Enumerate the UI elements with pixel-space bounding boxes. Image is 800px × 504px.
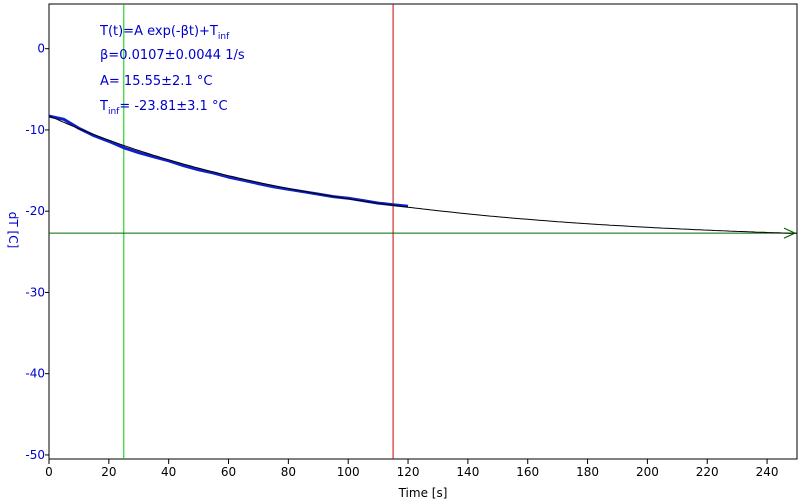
tinf-sub: inf: [108, 107, 120, 117]
beta-value: β=0.0107±0.0044 1/s: [100, 48, 245, 63]
x-tick-label: 0: [45, 465, 53, 479]
measured-series-line: [48, 114, 409, 208]
y-tick-label: 0: [37, 42, 45, 56]
y-tick-label: -10: [25, 123, 45, 137]
x-tick-label: 200: [636, 465, 659, 479]
fit-series-line: [48, 115, 798, 234]
amplitude-value: A= 15.55±2.1 °C: [100, 74, 212, 89]
y-tick-label: -40: [25, 367, 45, 381]
arrow-icon: [783, 227, 797, 239]
fit-annotation: T(t)=A exp(-βt)+Tinf β=0.0107±0.0044 1/s…: [99, 24, 245, 117]
x-tick-label: 80: [281, 465, 296, 479]
x-tick-label: 180: [576, 465, 599, 479]
x-tick-label: 100: [337, 465, 360, 479]
y-tick-label: -30: [25, 285, 45, 299]
model-formula: T(t)=A exp(-βt)+Tinf: [99, 24, 230, 42]
x-tick-label: 60: [221, 465, 236, 479]
series-group: [48, 114, 798, 239]
x-tick-label: 240: [756, 465, 779, 479]
x-tick-label: 20: [101, 465, 116, 479]
y-axis: 0 -10 -20 -30 -40 -50: [25, 42, 49, 462]
tinf-value: Tinf= -23.81±3.1 °C: [99, 99, 228, 117]
x-tick-label: 220: [696, 465, 719, 479]
tinf-prefix: T: [99, 99, 108, 114]
y-tick-label: -20: [25, 204, 45, 218]
plot-frame: [48, 3, 798, 460]
y-axis-label: dT [C]: [6, 212, 20, 249]
cursor-lines[interactable]: [49, 4, 797, 459]
model-formula-main: T(t)=A exp(-βt)+T: [99, 24, 218, 39]
y-tick-label: -50: [25, 448, 45, 462]
x-axis-label: Time [s]: [398, 486, 448, 500]
x-tick-label: 160: [516, 465, 539, 479]
x-tick-label: 40: [161, 465, 176, 479]
tinf-number: = -23.81±3.1 °C: [119, 99, 227, 114]
model-formula-sub: inf: [218, 32, 230, 42]
x-tick-label: 140: [456, 465, 479, 479]
x-tick-label: 120: [397, 465, 420, 479]
x-axis: 0 20 40 60 80 100 120 140 160 180 200 220 240: [45, 459, 779, 479]
